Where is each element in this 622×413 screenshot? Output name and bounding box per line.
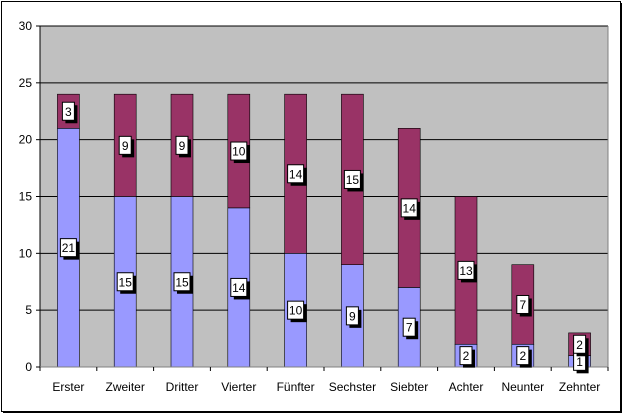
data-label: 2	[519, 349, 526, 363]
axes: 0 5 10 15 20 25 30 Erster Zweiter Dritter Vierter F…	[19, 19, 609, 394]
x-tick-label: Zweiter	[106, 380, 145, 394]
data-label: 9	[122, 139, 129, 153]
data-label-box	[61, 101, 75, 121]
data-label: 14	[232, 281, 246, 295]
data-label: 2	[576, 338, 583, 352]
data-label-box	[516, 346, 530, 366]
data-label: 21	[62, 241, 76, 255]
y-tick-label: 25	[19, 76, 33, 90]
data-label-box	[59, 238, 77, 258]
data-label-box	[573, 334, 587, 354]
data-label-box	[516, 294, 530, 314]
data-label-box	[400, 198, 418, 218]
data-label: 2	[463, 349, 470, 363]
y-tick-label: 15	[19, 190, 33, 204]
y-tick-label: 20	[19, 133, 33, 147]
data-label-box	[457, 260, 475, 280]
data-label: 3	[65, 105, 72, 119]
data-label: 7	[406, 321, 413, 335]
data-label-box	[459, 346, 473, 366]
data-label-box	[402, 317, 416, 337]
data-label-box	[343, 169, 361, 189]
data-label-box	[116, 272, 134, 292]
x-tick-label: Siebter	[390, 380, 428, 394]
y-tick-label: 10	[19, 246, 33, 260]
data-label: 10	[289, 304, 303, 318]
data-label-box	[118, 135, 132, 155]
data-label: 9	[179, 139, 186, 153]
data-label: 13	[459, 264, 473, 278]
data-label-box	[345, 306, 359, 326]
x-tick-label: Erster	[52, 380, 84, 394]
data-label-box	[175, 135, 189, 155]
data-label: 15	[346, 173, 360, 187]
data-label: 7	[519, 298, 526, 312]
y-tick-label: 30	[19, 19, 33, 33]
y-tick-label: 0	[25, 360, 32, 374]
data-label: 15	[175, 275, 189, 289]
x-tick-label: Zehnter	[559, 380, 600, 394]
data-label: 10	[232, 145, 246, 159]
data-label-box	[230, 277, 248, 297]
x-tick-label: Achter	[449, 380, 484, 394]
data-label-box	[173, 272, 191, 292]
data-label-box	[287, 300, 305, 320]
y-tick-label: 5	[25, 303, 32, 317]
data-label: 15	[119, 275, 133, 289]
x-tick-label: Neunter	[501, 380, 544, 394]
data-label-box	[230, 141, 248, 161]
data-label: 14	[403, 201, 417, 215]
x-tick-label: Vierter	[221, 380, 256, 394]
data-label-box	[287, 164, 305, 184]
data-label: 14	[289, 167, 303, 181]
x-tick-label: Sechster	[329, 380, 376, 394]
x-tick-label: Fünfter	[277, 380, 315, 394]
data-label: 9	[349, 309, 356, 323]
data-label: 1	[576, 355, 583, 369]
x-tick-label: Dritter	[166, 380, 199, 394]
